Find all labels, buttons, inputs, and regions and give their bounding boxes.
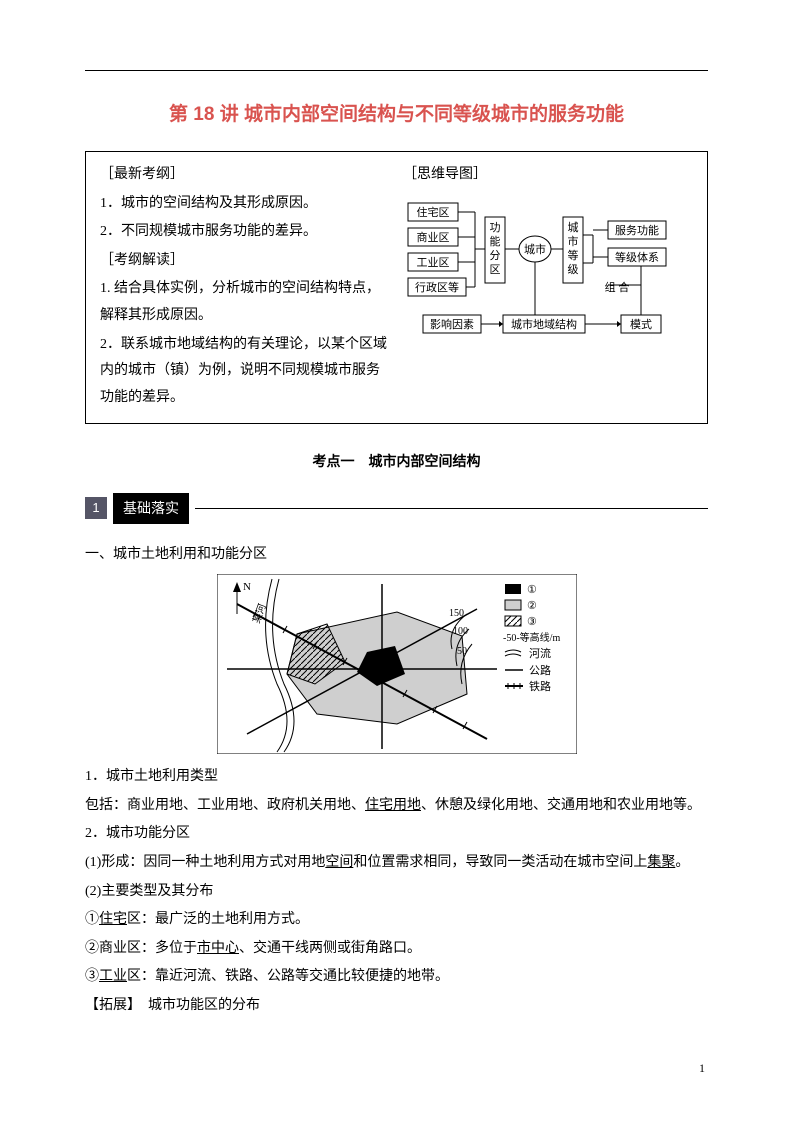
p-landuse-types: 1．城市土地利用类型 xyxy=(85,764,708,791)
svg-text:分: 分 xyxy=(490,249,501,262)
node-combine: 组 合 xyxy=(605,280,630,294)
contour-label-100: 100 xyxy=(453,626,468,637)
p-function-zone: 2．城市功能分区 xyxy=(85,821,708,848)
info-left-column: ［最新考纲］ 1．城市的空间结构及其形成原因。 2．不同规模城市服务功能的差异。… xyxy=(100,162,391,413)
p-main-types: (2)主要类型及其分布 xyxy=(85,879,708,906)
top-rule xyxy=(85,70,708,71)
text-segment: 、休憩及绿化用地、交通用地和农业用地等。 xyxy=(421,798,701,813)
page-title: 第 18 讲 城市内部空间结构与不同等级城市的服务功能 xyxy=(85,97,708,133)
underline-residential-zone: 住宅 xyxy=(99,912,127,927)
underline-industrial-zone: 工业 xyxy=(99,969,127,984)
node-industrial: 工业区 xyxy=(417,256,450,269)
section-badge: 1 基础落实 xyxy=(85,493,708,524)
mindmap-diagram: 住宅区 商业区 工业区 行政区等 功 能分区 城市 城 xyxy=(403,195,693,345)
text-segment: (1)形成：因同一种土地利用方式对用地 xyxy=(85,855,325,870)
contour-label-50: 50 xyxy=(457,646,467,657)
node-model: 模式 xyxy=(630,318,652,331)
node-residential: 住宅区 xyxy=(417,205,450,219)
outline-interpret-heading: ［考纲解读］ xyxy=(100,248,391,275)
p-landuse-list: 包括：商业用地、工业用地、政府机关用地、住宅用地、休憩及绿化用地、交通用地和农业… xyxy=(85,793,708,820)
node-commercial: 商业区 xyxy=(417,230,450,244)
svg-text:②: ② xyxy=(527,600,537,612)
page-number: 1 xyxy=(699,1057,705,1080)
badge-label: 基础落实 xyxy=(113,493,189,524)
outline-interpret-2: 2．联系城市地域结构的有关理论，以某个区域内的城市（镇）为例，说明不同规模城市服… xyxy=(100,332,391,412)
node-region-structure: 城市地域结构 xyxy=(511,317,577,331)
node-hierarchy: 等级体系 xyxy=(615,250,659,264)
svg-text:③: ③ xyxy=(527,616,537,628)
badge-number: 1 xyxy=(85,497,107,519)
outline-interpret-1: 1. 结合具体实例，分析城市的空间结构特点，解释其形成原因。 xyxy=(100,276,391,329)
outline-item-2: 2．不同规模城市服务功能的差异。 xyxy=(100,219,391,246)
p-formation: (1)形成：因同一种土地利用方式对用地空间和位置需求相同，导致同一类活动在城市空… xyxy=(85,850,708,877)
svg-text:-50-等高线/m: -50-等高线/m xyxy=(503,631,560,644)
svg-text:等: 等 xyxy=(568,248,579,262)
text-segment: ③ xyxy=(85,969,99,984)
underline-city-center: 市中心 xyxy=(197,941,239,956)
mindmap-label: ［思维导图］ xyxy=(403,162,487,189)
svg-text:公路: 公路 xyxy=(529,664,551,677)
node-admin: 行政区等 xyxy=(415,280,459,294)
p-type-commercial: ②商业区：多位于市中心、交通干线两侧或街角路口。 xyxy=(85,936,708,963)
node-service: 服务功能 xyxy=(615,223,659,237)
text-segment: ① xyxy=(85,912,99,927)
text-segment: 和位置需求相同，导致同一类活动在城市空间上 xyxy=(353,855,647,870)
svg-text:铁路: 铁路 xyxy=(529,680,551,693)
underline-space: 空间 xyxy=(325,855,353,870)
info-box: ［最新考纲］ 1．城市的空间结构及其形成原因。 2．不同规模城市服务功能的差异。… xyxy=(85,151,708,424)
svg-text:N: N xyxy=(243,581,251,593)
text-segment: 包括：商业用地、工业用地、政府机关用地、 xyxy=(85,798,365,813)
svg-text:区: 区 xyxy=(490,264,501,276)
node-function-zone: 功 xyxy=(490,221,501,234)
node-factors: 影响因素 xyxy=(430,318,474,331)
node-city: 城市 xyxy=(524,242,546,256)
node-city-level: 城 xyxy=(568,221,579,234)
section-subtitle: 考点一 城市内部空间结构 xyxy=(85,448,708,475)
sec1-heading: 一、城市土地利用和功能分区 xyxy=(85,542,708,569)
text-segment: 、交通干线两侧或街角路口。 xyxy=(239,941,421,956)
text-segment: 。 xyxy=(675,855,689,870)
svg-text:河流: 河流 xyxy=(529,646,551,660)
badge-line xyxy=(195,508,708,509)
svg-text:能: 能 xyxy=(490,234,501,248)
svg-text:级: 级 xyxy=(568,263,579,276)
outline-latest-heading: ［最新考纲］ xyxy=(100,162,391,189)
info-right-column: ［思维导图］ 住宅区 商业区 工业区 行政区等 功 能分区 城市 xyxy=(403,162,693,413)
map-figure: N 150 100 50 某河 ① ② ③ -5 xyxy=(85,574,708,754)
text-segment: 区：靠近河流、铁路、公路等交通比较便捷的地带。 xyxy=(127,969,449,984)
underline-residential: 住宅用地 xyxy=(365,798,421,813)
text-segment: ②商业区：多位于 xyxy=(85,941,197,956)
text-segment: 区：最广泛的土地利用方式。 xyxy=(127,912,309,927)
underline-cluster: 集聚 xyxy=(647,855,675,870)
svg-text:市: 市 xyxy=(568,234,579,248)
svg-text:①: ① xyxy=(527,584,537,596)
outline-item-1: 1．城市的空间结构及其形成原因。 xyxy=(100,191,391,218)
p-type-industrial: ③工业区：靠近河流、铁路、公路等交通比较便捷的地带。 xyxy=(85,964,708,991)
p-extension: 【拓展】 城市功能区的分布 xyxy=(85,993,708,1020)
p-type-residential: ①住宅区：最广泛的土地利用方式。 xyxy=(85,907,708,934)
